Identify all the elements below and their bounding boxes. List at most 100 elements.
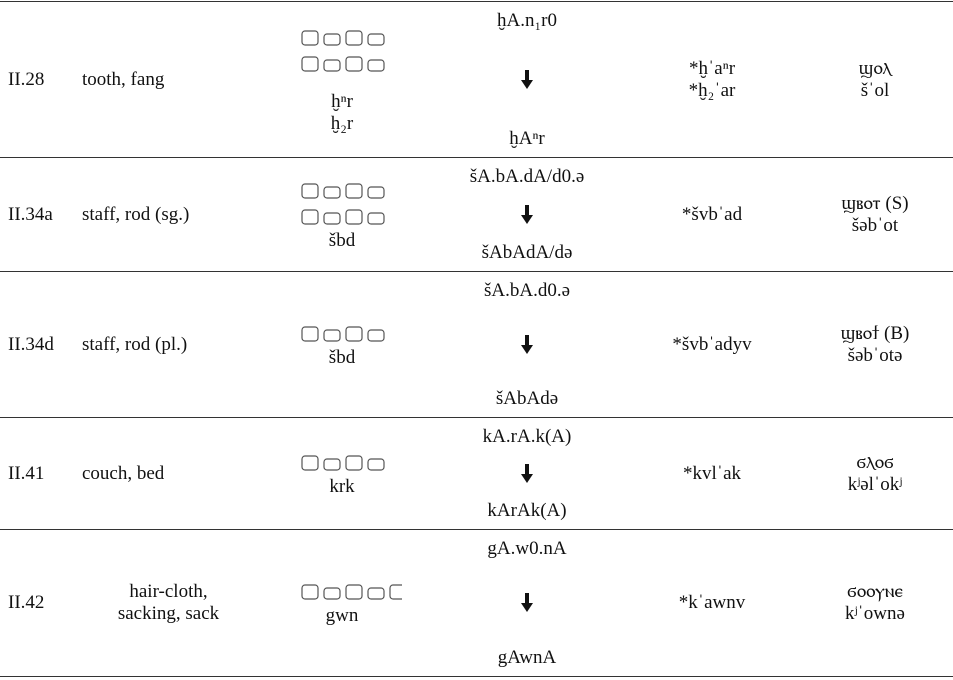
evolution-stack: šA.bA.dA/d0.ə šAbAdA/də	[427, 164, 627, 266]
reconstruction: *kvlˈak	[627, 417, 797, 530]
evolution: kA.rA.k(A) kArAk(A)	[427, 417, 627, 530]
reconstruction-line: *švbˈadyv	[672, 333, 752, 355]
evolution-from: ḫA.n₁r0	[497, 9, 557, 31]
evolution-to: gAwnA	[497, 646, 557, 668]
arrow-icon	[521, 334, 533, 354]
reconstruction-line: *kvlˈak	[682, 462, 742, 484]
reconstruction-line: *kˈawnv	[678, 592, 746, 613]
hieroglyph-sign	[345, 55, 363, 72]
reconstruction-line: *ḫˈaⁿr	[688, 57, 736, 79]
row-id: II.42	[0, 529, 80, 677]
hieroglyphs	[301, 208, 385, 225]
transliteration: ḫⁿr	[331, 90, 353, 112]
coptic-line: kʲˈownə	[845, 603, 905, 624]
coptic-line: ϣⲟⲗ	[858, 57, 892, 79]
hieroglyph-sign	[345, 29, 363, 46]
table-row: II.34d staff, rod (pl.) šbd šA.bA.d0.ə šAbAd…	[0, 271, 953, 418]
coptic: ϭⲟⲟⲩⲛⲉ kʲˈownə	[797, 529, 953, 677]
hieroglyph-sign	[323, 185, 341, 199]
evolution-to: kArAk(A)	[487, 499, 567, 521]
evolution-from: šA.bA.d0.ə	[483, 279, 571, 301]
coptic-line: ϣⲃⲟⲧ (S)	[841, 192, 909, 214]
coptic-line: kʲəlˈokʲ	[847, 473, 903, 495]
hieroglyph-sign	[301, 454, 319, 471]
evolution-stack: gA.w0.nA gAwnA	[427, 536, 627, 671]
reconstruction-line: *švbˈad	[681, 203, 743, 225]
reconstruction: *švbˈadyv	[627, 271, 797, 418]
row-id: II.34d	[0, 271, 80, 418]
table-row: II.34a staff, rod (sg.) šbd šA.bA.dA/d0.ə šA…	[0, 157, 953, 272]
hieroglyph-sign	[323, 58, 341, 72]
hieroglyph-sign	[345, 584, 363, 600]
coptic-line: šəbˈot	[851, 214, 899, 236]
hieroglyphs	[301, 55, 385, 72]
evolution-stack: ḫA.n₁r0 ḫAⁿr	[427, 8, 627, 152]
evolution-from: kA.rA.k(A)	[482, 425, 572, 447]
hieroglyph-sign	[389, 584, 402, 600]
hieroglyphs	[301, 325, 385, 342]
reconstruction-line: *ḫ₂ˈar	[688, 79, 736, 101]
meaning: hair-cloth, sacking, sack	[80, 529, 257, 677]
hieroglyph-sign	[301, 29, 319, 46]
hieroglyph-sign	[301, 325, 319, 342]
hieroglyph-sign	[323, 211, 341, 225]
hieroglyph-sign	[345, 325, 363, 342]
evolution: šA.bA.dA/d0.ə šAbAdA/də	[427, 157, 627, 272]
arrow-icon	[521, 69, 533, 89]
hieroglyph-cell: gwn	[257, 529, 427, 677]
transliteration: šbd	[328, 346, 356, 368]
table-row: II.41 couch, bed krk kA.rA.k(A) kArAk(A) *kvl…	[0, 417, 953, 530]
meaning-line: staff, rod (pl.)	[82, 333, 188, 355]
evolution: gA.w0.nA gAwnA	[427, 529, 627, 677]
transliteration: šbd	[328, 229, 356, 251]
hieroglyph-sign	[367, 587, 385, 600]
row-id: II.41	[0, 417, 80, 530]
meaning-line: couch, bed	[82, 462, 165, 484]
hieroglyph-sign	[367, 211, 385, 225]
hieroglyph-sign	[323, 457, 341, 471]
hieroglyph-sign	[345, 454, 363, 471]
evolution-stack: kA.rA.k(A) kArAk(A)	[427, 424, 627, 524]
meaning-line: tooth, fang	[82, 68, 165, 90]
coptic-line: ϣⲃⲟϯ (B)	[840, 322, 910, 344]
arrow-icon	[521, 593, 533, 612]
meaning-line: staff, rod (sg.)	[82, 203, 190, 225]
coptic: ϣⲃⲟⲧ (S) šəbˈot	[797, 157, 953, 272]
arrow	[521, 202, 533, 228]
hieroglyph-sign	[367, 185, 385, 199]
hieroglyph-sign	[301, 584, 319, 600]
arrow-icon	[521, 204, 533, 224]
arrow-icon	[521, 463, 533, 483]
hieroglyph-sign	[367, 457, 385, 471]
meaning: staff, rod (pl.)	[80, 271, 257, 418]
arrow	[521, 332, 533, 358]
evolution-stack: šA.bA.d0.ə šAbAdə	[427, 278, 627, 412]
coptic: ϣⲃⲟϯ (B) šəbˈotə	[797, 271, 953, 418]
evolution-to: šAbAdə	[495, 387, 559, 409]
hieroglyph-sign	[301, 182, 319, 199]
hieroglyph-sign	[301, 208, 319, 225]
coptic-line: šəbˈotə	[847, 344, 903, 366]
gap	[257, 77, 427, 91]
meaning-line: sacking, sack	[117, 603, 220, 624]
hieroglyphs	[301, 182, 385, 199]
meaning: staff, rod (sg.)	[80, 157, 257, 272]
meaning: tooth, fang	[80, 1, 257, 158]
hieroglyph-sign	[301, 55, 319, 72]
hieroglyphs	[301, 29, 385, 46]
arrow	[521, 461, 533, 487]
hieroglyph-sign	[323, 32, 341, 46]
hieroglyph-cell: ḫⁿr ḫ₂r	[257, 1, 427, 158]
coptic-line: ϭⲗⲟϭ	[856, 451, 894, 473]
meaning-line: hair-cloth,	[129, 581, 208, 602]
reconstruction: *švbˈad	[627, 157, 797, 272]
transliteration: krk	[329, 475, 355, 497]
coptic-line: šˈol	[860, 79, 890, 101]
row-id: II.28	[0, 1, 80, 158]
hieroglyph-sign	[323, 328, 341, 342]
coptic-line: ϭⲟⲟⲩⲛⲉ	[847, 581, 903, 602]
evolution: šA.bA.d0.ə šAbAdə	[427, 271, 627, 418]
